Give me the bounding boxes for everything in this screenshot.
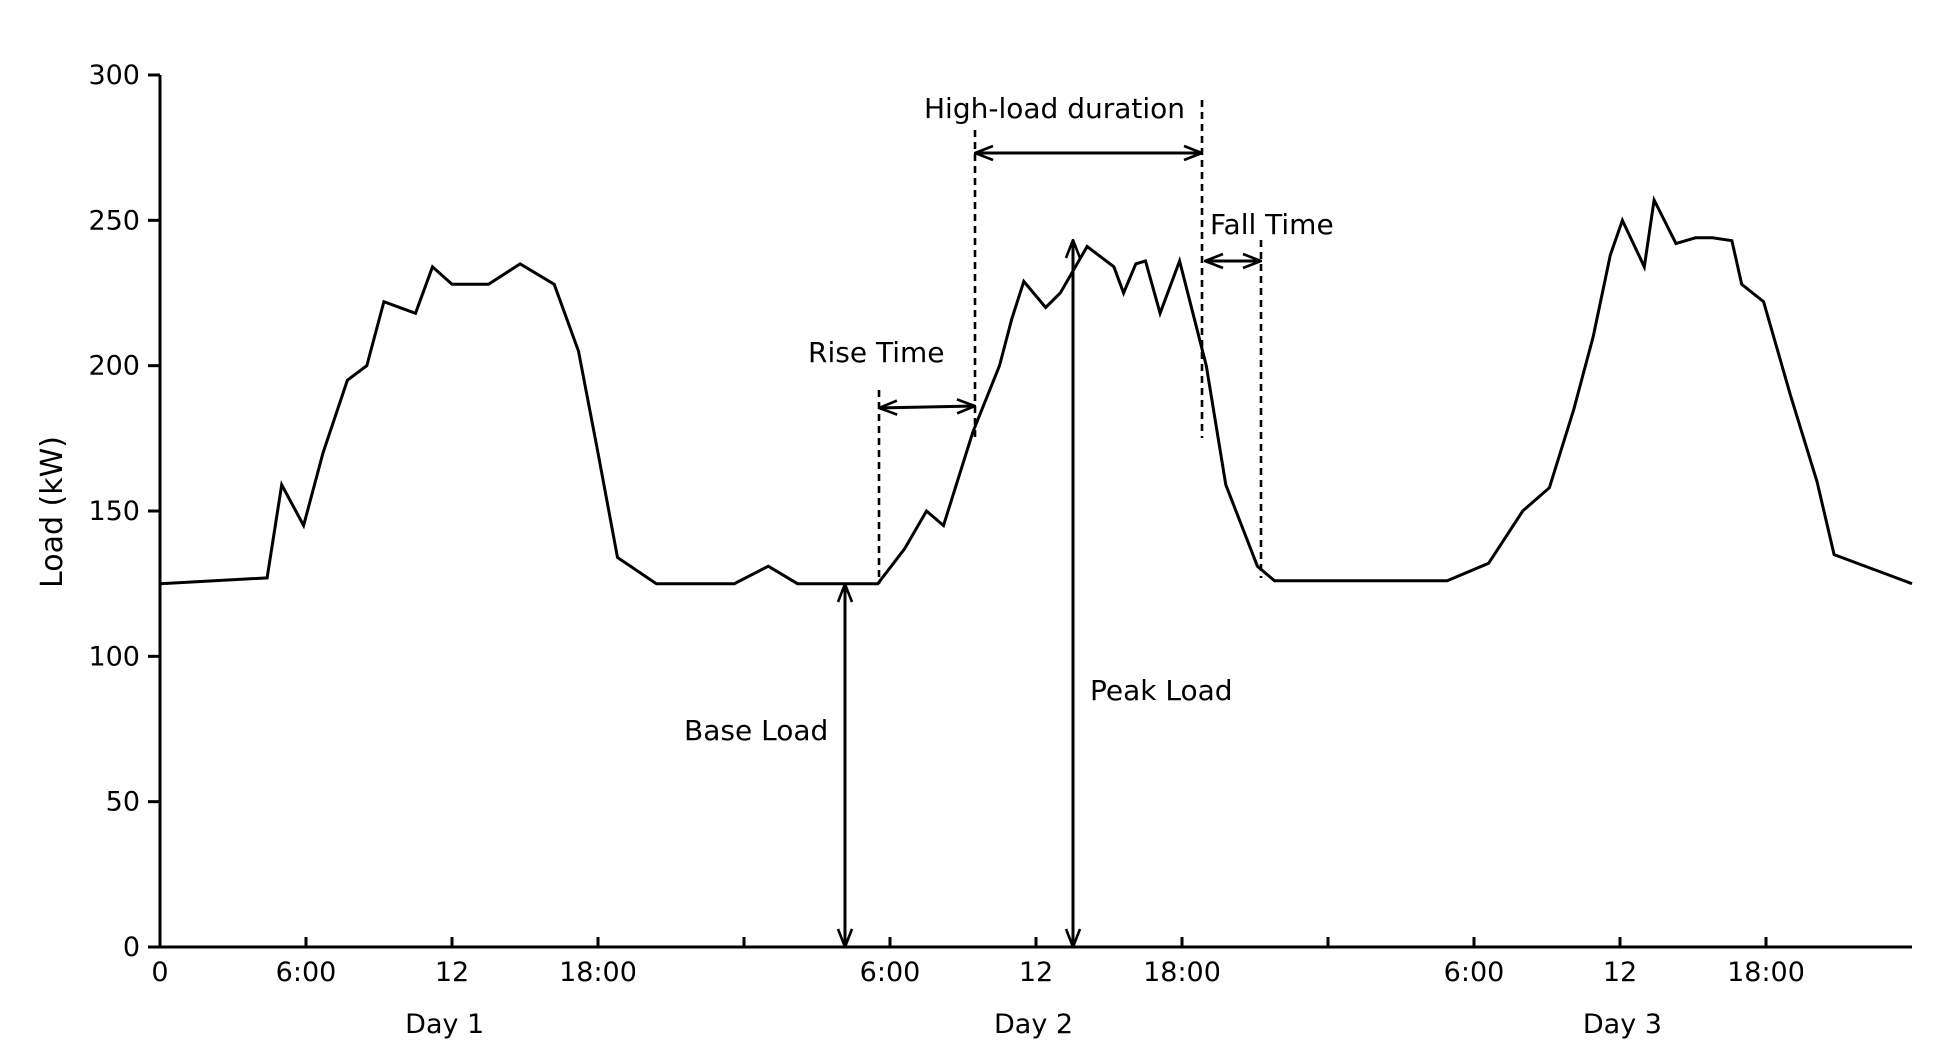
day-label: Day 1 [405,1009,484,1040]
x-tick-label: 18:00 [1143,957,1221,988]
y-tick-label: 150 [88,496,140,527]
y-tick-label: 0 [123,932,140,963]
x-tick-label: 12 [1603,957,1637,988]
day-label: Day 3 [1583,1009,1662,1040]
x-ticks: 0 6:00 12 18:00 6:00 12 18:00 6:00 12 18:00 [151,937,1805,988]
y-ticks: 0 50 100 150 200 250 300 [88,60,160,963]
peak-load-label: Peak Load [1090,674,1233,707]
x-tick-label: 6:00 [1444,957,1505,988]
fall-time-label: Fall Time [1210,208,1334,241]
x-tick-label: 0 [151,957,168,988]
x-tick-label: 12 [435,957,469,988]
x-tick-label: 6:00 [860,957,921,988]
y-tick-label: 200 [88,351,140,382]
x-tick-label: 18:00 [1727,957,1805,988]
day-labels: Day 1 Day 2 Day 3 [405,1009,1662,1040]
x-tick-label: 6:00 [276,957,337,988]
load-series-line [159,195,1913,586]
annotations: Base Load Peak Load Rise Time High-load … [684,92,1334,947]
day-label: Day 2 [994,1009,1073,1040]
y-axis-label: Load (kW) [35,436,70,588]
high-load-duration-label: High-load duration [924,92,1185,125]
y-tick-label: 250 [88,205,140,236]
y-tick-label: 300 [88,60,140,91]
rise-time-label: Rise Time [808,336,944,369]
y-tick-label: 100 [88,641,140,672]
rise-time-arrow [879,406,975,408]
x-tick-label: 18:00 [559,957,637,988]
y-tick-label: 50 [106,787,140,818]
x-tick-label: 12 [1019,957,1053,988]
base-load-label: Base Load [684,714,828,747]
